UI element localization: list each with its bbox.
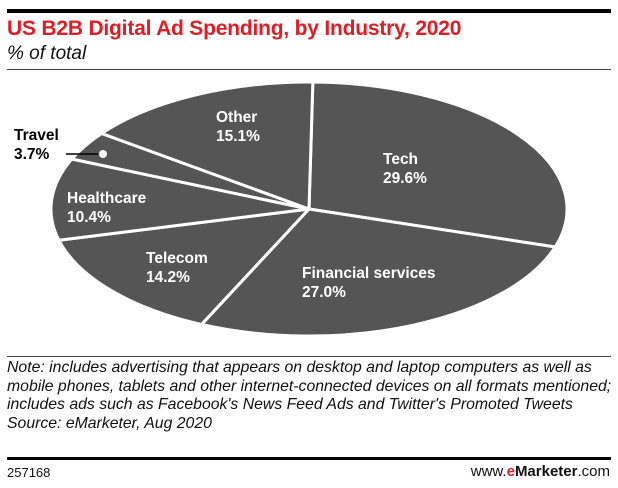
chart-title: US B2B Digital Ad Spending, by Industry,… (7, 17, 462, 40)
label-healthcare: Healthcare 10.4% (67, 190, 147, 226)
label-tech: Tech 29.6% (383, 151, 427, 187)
bottom-bar (7, 457, 611, 460)
top-bar (7, 9, 611, 13)
note-text: Note: includes advertising that appears … (7, 359, 612, 413)
brand-name: Marketer (514, 463, 578, 480)
pie-slice-financial-services (200, 207, 557, 338)
brand-e: e (506, 463, 515, 480)
pie-slice-tech (307, 80, 569, 249)
footnote: Note: includes advertising that appears … (7, 359, 617, 433)
site-link[interactable]: www.eMarketer.com (471, 463, 610, 480)
pie-slice-telecom (57, 207, 311, 326)
chart-subtitle: % of total (7, 43, 87, 64)
chart-id: 257168 (7, 465, 51, 480)
pie-slice-other (100, 80, 315, 211)
label-telecom: Telecom 14.2% (146, 250, 208, 286)
label-other: Other 15.1% (216, 109, 260, 145)
divider (7, 69, 611, 70)
label-financial-services: Financial services 27.0% (302, 265, 436, 301)
source-text: Source: eMarketer, Aug 2020 (7, 414, 212, 432)
site-prefix: www. (470, 463, 507, 480)
pie-slice-healthcare (49, 157, 311, 242)
travel-leader-dot (99, 150, 107, 158)
site-suffix: .com (577, 463, 610, 480)
label-travel: Travel 3.7% (14, 127, 59, 163)
divider (7, 356, 611, 357)
